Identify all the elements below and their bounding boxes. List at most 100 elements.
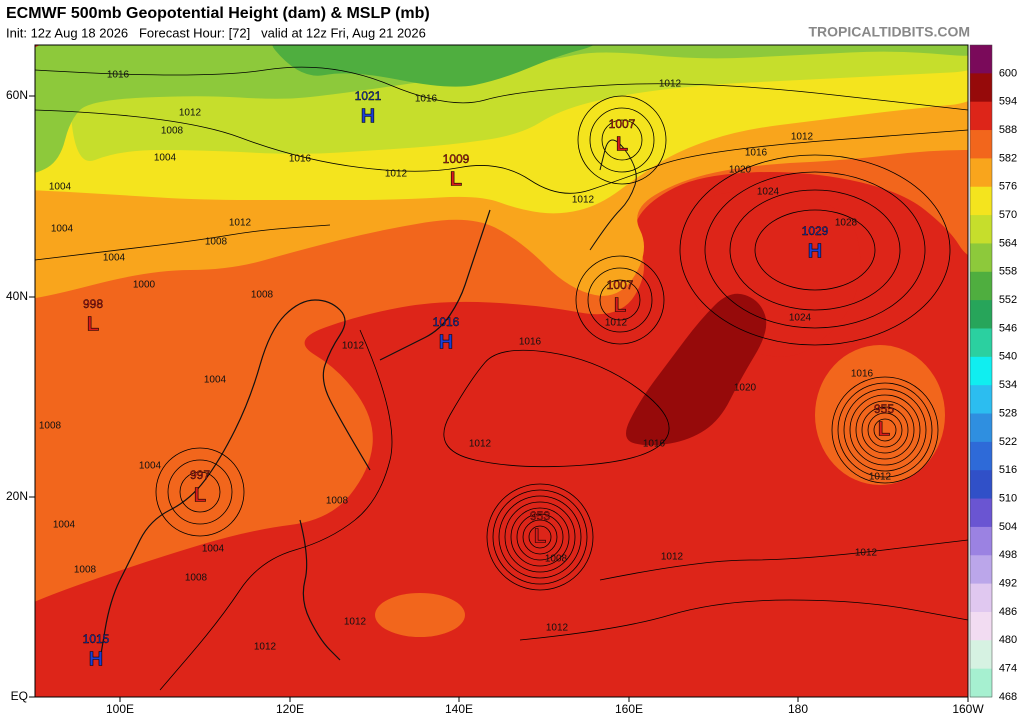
lon-label: 100E <box>106 702 134 716</box>
isobar <box>599 539 968 581</box>
colorbar-label: 474 <box>999 663 1017 675</box>
colorbar-cell <box>970 441 992 471</box>
isobar-label: 1016 <box>851 369 874 380</box>
isobar-label: 1012 <box>855 548 878 559</box>
isobar-label: 1012 <box>344 617 367 628</box>
isobar-label: 1012 <box>572 195 595 206</box>
lon-label: 140E <box>445 702 473 716</box>
colorbar-cell <box>970 413 992 443</box>
colorbar-label: 588 <box>999 124 1017 136</box>
colorbar-cell <box>970 130 992 159</box>
center-value: 1021 <box>355 89 382 103</box>
colorbar-label: 564 <box>999 237 1017 249</box>
isobar <box>589 107 655 173</box>
isobar-label: 1004 <box>204 375 227 386</box>
isobar <box>577 95 667 185</box>
center-letter: L <box>87 313 99 335</box>
isobar-label: 1004 <box>49 182 72 193</box>
isobar-label: 1004 <box>53 520 76 531</box>
colorbar-label: 546 <box>999 322 1017 334</box>
colorbar-cell <box>970 555 992 585</box>
isobar-label: 1000 <box>133 280 156 291</box>
isobar <box>528 525 552 549</box>
isobar-label: 1024 <box>757 187 780 198</box>
colorbar-label: 540 <box>999 351 1017 363</box>
height-fill <box>35 45 968 173</box>
colorbar-cell <box>970 215 992 244</box>
isobar <box>861 406 909 454</box>
center-letter: H <box>439 331 453 353</box>
isobar-label: 1012 <box>179 108 202 119</box>
isobar-label: 1016 <box>415 94 438 105</box>
isobar <box>504 501 576 573</box>
colorbar-cell <box>970 271 992 301</box>
center-letter: L <box>614 294 626 316</box>
isobar-label: 1012 <box>385 169 408 180</box>
isobar-label: 1020 <box>734 383 757 394</box>
colorbar-cell <box>970 611 992 641</box>
colorbar-label: 552 <box>999 294 1017 306</box>
coastline <box>299 519 341 661</box>
lat-label: 60N <box>6 88 28 102</box>
lon-label: 120E <box>276 702 304 716</box>
height-fill <box>815 345 945 485</box>
isobar <box>849 394 921 466</box>
isobar-label: 1004 <box>103 253 126 264</box>
isobar-label: 1012 <box>342 341 365 352</box>
colorbar-label: 528 <box>999 407 1017 419</box>
height-fill <box>375 593 465 637</box>
lon-label: 160E <box>615 702 643 716</box>
center-letter: L <box>194 484 206 506</box>
center-value: 1007 <box>609 117 636 131</box>
isobar-label: 1008 <box>39 421 62 432</box>
isobar-label: 1024 <box>789 313 812 324</box>
isobar-label: 1016 <box>745 148 768 159</box>
center-value: 1009 <box>443 152 470 166</box>
isobar <box>837 382 933 478</box>
lat-label: EQ <box>11 689 28 703</box>
map-border <box>34 44 969 698</box>
isobar-label: 1008 <box>161 126 184 137</box>
center-value: 998 <box>83 297 103 311</box>
lon-label: 160W <box>952 702 984 716</box>
isobar <box>498 495 582 579</box>
title: ECMWF 500mb Geopotential Height (dam) & … <box>6 5 430 22</box>
colorbar-label: 600 <box>999 67 1017 79</box>
colorbar-cell <box>970 101 992 131</box>
isobar <box>167 459 233 525</box>
lat-label: 40N <box>6 289 28 303</box>
isobar-label: 1016 <box>289 154 312 165</box>
center-letter: H <box>89 648 103 670</box>
colorbar-cell <box>970 356 992 386</box>
isobar <box>855 400 915 460</box>
colorbar-cell <box>970 385 992 415</box>
lon-label: 180 <box>788 702 808 716</box>
colorbar-label: 576 <box>999 181 1017 193</box>
site-name: TROPICALTIDBITS.COM <box>808 24 970 40</box>
colorbar-label: 492 <box>999 578 1017 590</box>
colorbar-label: 504 <box>999 521 1017 533</box>
coastline <box>379 209 491 361</box>
colorbar-cell <box>970 300 992 329</box>
colorbar-label: 486 <box>999 606 1017 618</box>
isobar <box>519 599 968 641</box>
colorbar-label: 510 <box>999 492 1017 504</box>
isobar-label: 1004 <box>139 461 162 472</box>
isobar <box>873 418 897 442</box>
isobar-label: 1012 <box>254 642 277 653</box>
isobar-label: 1012 <box>659 79 682 90</box>
isobar <box>159 329 393 691</box>
center-letter: L <box>450 168 462 190</box>
isobar-label: 1012 <box>546 623 569 634</box>
isobar-label: 1016 <box>107 70 130 81</box>
map-area: 1016 1012 1008 1004 1016 1012 1016 1012 1012 1016… <box>35 45 968 697</box>
isobar <box>492 489 588 585</box>
isobar <box>522 519 558 555</box>
center-letter: L <box>534 525 546 547</box>
colorbar-label: 582 <box>999 152 1017 164</box>
colorbar-cell <box>970 470 992 500</box>
colorbar-cell <box>970 45 992 74</box>
isobar-label: 1020 <box>729 165 752 176</box>
isobar-label: 1028 <box>835 218 858 229</box>
